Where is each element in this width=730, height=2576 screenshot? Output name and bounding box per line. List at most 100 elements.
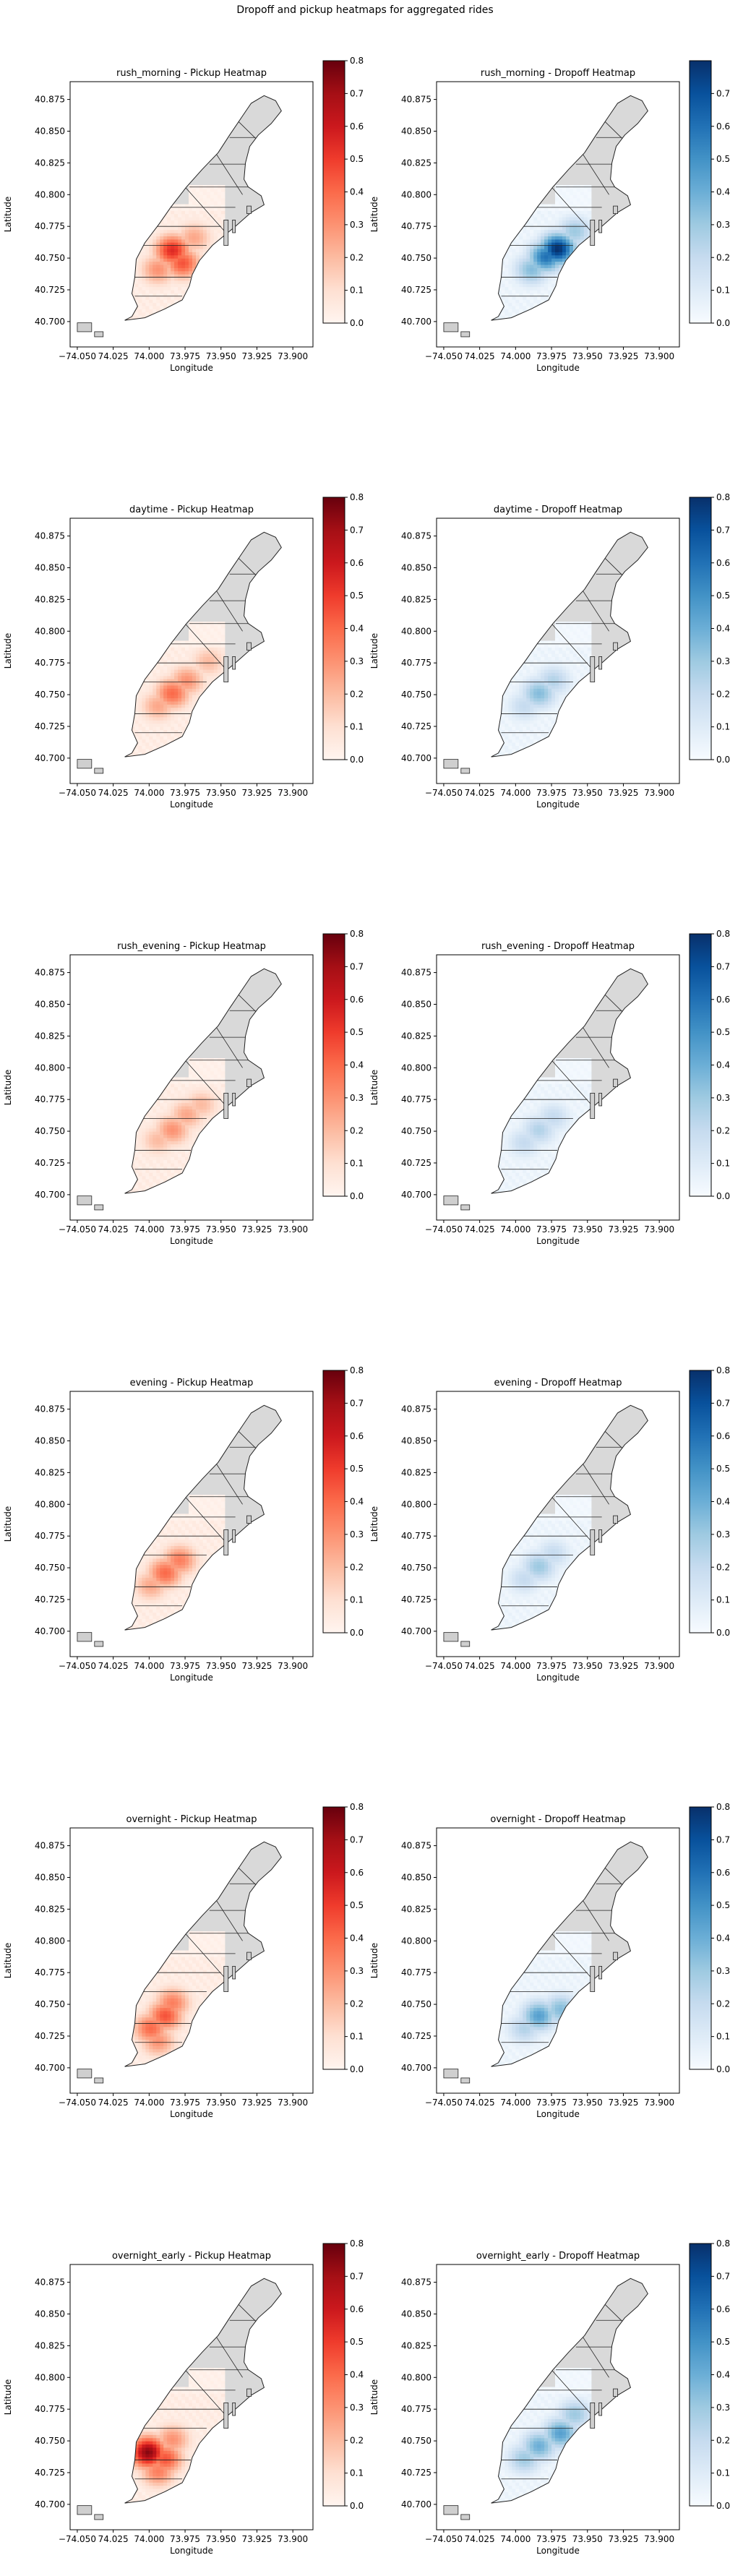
heat-cell [541, 656, 545, 661]
heat-cell [142, 290, 146, 293]
heat-cell [196, 223, 200, 227]
heat-cell [537, 707, 541, 711]
heat-cell [559, 254, 563, 259]
heat-cell [526, 710, 531, 714]
x-tick-label: 73.925 [241, 351, 272, 361]
heat-cell [138, 252, 142, 256]
heat-cell [515, 280, 520, 284]
heat-cell [213, 624, 218, 629]
heat-cell [202, 217, 207, 220]
heat-cell [149, 258, 153, 262]
heat-cell [555, 267, 559, 272]
heat-cell [149, 270, 153, 275]
heat-cell [555, 194, 559, 199]
heat-cell [548, 650, 552, 654]
heat-cell [156, 254, 160, 259]
heat-cell [156, 669, 160, 673]
heat-cell [156, 233, 160, 236]
heat-cell [171, 726, 175, 730]
heat-cell [515, 684, 520, 689]
heat-cell [217, 653, 222, 657]
heat-cell [142, 716, 146, 721]
heat-cell [178, 695, 182, 699]
heat-cell [167, 669, 171, 673]
heat-cell [548, 274, 552, 278]
heat-cell [171, 236, 175, 240]
heat-cell [149, 710, 153, 714]
heat-cell [562, 220, 567, 224]
heat-cell [145, 739, 150, 743]
heat-cell [544, 647, 549, 651]
heat-cell [548, 210, 552, 215]
heat-cell [541, 684, 545, 689]
heat-cell [572, 663, 577, 667]
heat-cell [526, 691, 531, 695]
heat-cell [192, 666, 197, 670]
heat-cell [192, 682, 197, 686]
heat-cell [544, 720, 549, 724]
heat-cell [559, 656, 563, 661]
heat-cell [178, 242, 182, 246]
heat-cell [576, 666, 581, 670]
heat-cell [504, 270, 509, 275]
heat-cell [160, 274, 164, 278]
heat-cell [580, 194, 585, 199]
heat-cell [202, 669, 207, 673]
heat-cell [202, 245, 207, 249]
heat-cell [210, 217, 215, 220]
heat-cell [160, 726, 164, 730]
heat-cell [196, 254, 200, 259]
heat-cell [167, 236, 171, 240]
heat-cell [533, 700, 538, 705]
heat-cell [156, 242, 160, 246]
heat-cell [189, 656, 193, 661]
heat-cell [210, 666, 215, 670]
heat-cell [174, 707, 179, 711]
heat-cell [569, 220, 574, 224]
heat-cell [178, 261, 182, 265]
heat-cell [149, 283, 153, 288]
heat-cell [192, 233, 197, 236]
heat-cell [565, 194, 570, 199]
heat-cell [142, 315, 146, 319]
heat-cell [189, 229, 193, 233]
heat-cell [523, 726, 527, 730]
heat-cell [134, 732, 139, 737]
heat-cell [196, 672, 200, 677]
heat-cell [220, 624, 226, 629]
heat-cell [163, 713, 168, 718]
heat-cell [163, 739, 168, 743]
heat-cell [555, 233, 559, 236]
heat-cell [167, 223, 171, 227]
heat-cell [131, 1166, 136, 1170]
heat-cell [142, 293, 146, 297]
heat-cell [580, 188, 585, 192]
heat-cell [156, 277, 160, 281]
heat-cell [548, 707, 552, 711]
heat-cell [171, 220, 175, 224]
heat-cell [217, 647, 222, 651]
heat-cell [530, 713, 534, 718]
heat-cell [178, 732, 182, 737]
heat-cell [142, 704, 146, 708]
heat-cell [580, 659, 585, 664]
heat-cell [541, 258, 545, 262]
heat-cell [565, 643, 570, 648]
heat-cell [548, 684, 552, 689]
island [94, 768, 104, 774]
heat-cell [174, 643, 179, 648]
heat-cell [572, 242, 577, 246]
heat-cell [192, 647, 197, 651]
zone-boundary [184, 186, 228, 236]
heat-cell [171, 688, 175, 692]
heat-cell [519, 710, 523, 714]
heat-cell [562, 226, 567, 231]
heat-cell [501, 299, 506, 304]
heat-cell [523, 688, 527, 692]
heat-cell [181, 204, 186, 208]
heat-cell [583, 624, 588, 629]
heat-cell [171, 258, 175, 262]
heat-cell [587, 653, 592, 657]
heat-cell [523, 739, 527, 743]
heat-cell [189, 704, 193, 708]
